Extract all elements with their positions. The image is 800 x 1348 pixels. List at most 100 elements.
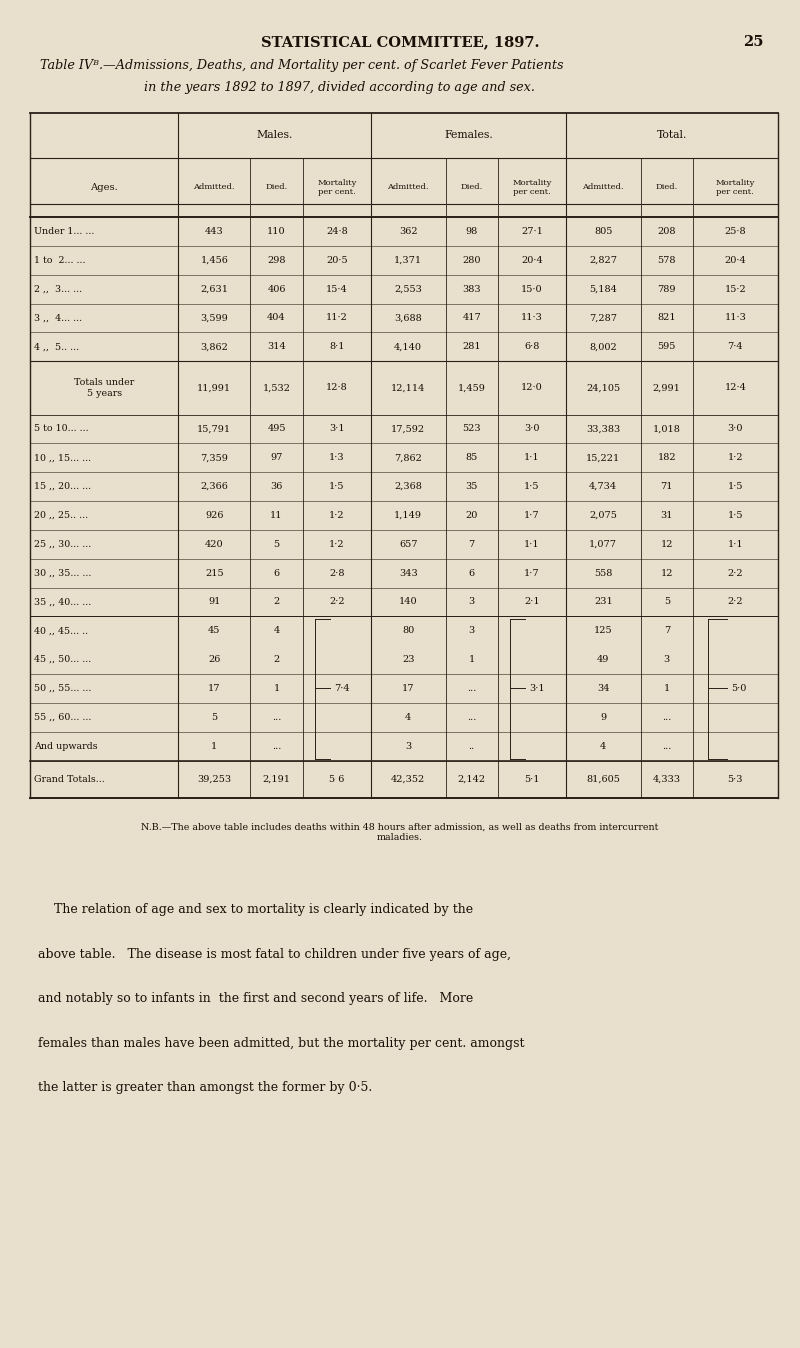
Text: 208: 208 (658, 226, 676, 236)
Text: 821: 821 (658, 314, 676, 322)
Text: ...: ... (662, 741, 671, 751)
Text: 25: 25 (743, 35, 764, 49)
Text: 23: 23 (402, 655, 414, 665)
Text: 25 ,, 30... ...: 25 ,, 30... ... (34, 539, 92, 549)
Text: 2,142: 2,142 (458, 775, 486, 783)
Text: 15 ,, 20... ...: 15 ,, 20... ... (34, 483, 91, 491)
Text: 2: 2 (274, 655, 280, 665)
Text: 36: 36 (270, 483, 282, 491)
Text: 5·0: 5·0 (730, 683, 746, 693)
Text: 3,599: 3,599 (201, 314, 228, 322)
Text: 12: 12 (661, 569, 673, 577)
Text: 17,592: 17,592 (391, 425, 426, 434)
Text: 1·5: 1·5 (727, 483, 743, 491)
Text: 2,827: 2,827 (590, 256, 618, 264)
Text: 1: 1 (274, 683, 280, 693)
Text: ...: ... (467, 683, 476, 693)
Text: 443: 443 (205, 226, 224, 236)
Text: 5·1: 5·1 (524, 775, 540, 783)
Text: 24·8: 24·8 (326, 226, 348, 236)
Text: 558: 558 (594, 569, 613, 577)
Text: Ages.: Ages. (90, 183, 118, 191)
Text: Grand Totals...: Grand Totals... (34, 775, 105, 783)
Text: 11,991: 11,991 (198, 383, 231, 392)
Text: 3·0: 3·0 (524, 425, 540, 434)
Text: Died.: Died. (656, 183, 678, 191)
Text: 5,184: 5,184 (590, 284, 617, 294)
Text: 417: 417 (462, 314, 481, 322)
Text: 11·2: 11·2 (326, 314, 348, 322)
Text: 7,862: 7,862 (394, 453, 422, 462)
Text: Mortality
per cent.: Mortality per cent. (512, 179, 551, 195)
Text: 298: 298 (267, 256, 286, 264)
Text: 4: 4 (274, 627, 280, 635)
Text: 31: 31 (661, 511, 673, 520)
Text: 4,734: 4,734 (589, 483, 618, 491)
Text: 1: 1 (664, 683, 670, 693)
Text: 5: 5 (274, 539, 280, 549)
Text: 3·0: 3·0 (727, 425, 743, 434)
Text: 1,018: 1,018 (653, 425, 681, 434)
Text: 182: 182 (658, 453, 676, 462)
Text: 1·5: 1·5 (727, 511, 743, 520)
Text: 7,287: 7,287 (590, 314, 618, 322)
Text: 2·2: 2·2 (329, 597, 345, 607)
Text: 7: 7 (664, 627, 670, 635)
Text: 4: 4 (405, 713, 411, 721)
Text: 40 ,, 45... ..: 40 ,, 45... .. (34, 627, 89, 635)
Text: 1·2: 1·2 (329, 511, 345, 520)
Text: Admitted.: Admitted. (387, 183, 429, 191)
Text: 1·1: 1·1 (524, 453, 540, 462)
Text: 15,791: 15,791 (198, 425, 231, 434)
Text: 26: 26 (208, 655, 221, 665)
Text: 50 ,, 55... ...: 50 ,, 55... ... (34, 683, 92, 693)
Text: 1,456: 1,456 (200, 256, 228, 264)
Text: 7,359: 7,359 (200, 453, 228, 462)
Text: 4,140: 4,140 (394, 342, 422, 352)
Text: 9: 9 (600, 713, 606, 721)
Text: 12: 12 (661, 539, 673, 549)
Text: 140: 140 (399, 597, 418, 607)
Text: 81,605: 81,605 (586, 775, 620, 783)
Text: And upwards: And upwards (34, 741, 98, 751)
Text: 12·4: 12·4 (724, 383, 746, 392)
Text: 231: 231 (594, 597, 613, 607)
Text: N.B.—The above table includes deaths within 48 hours after admission, as well as: N.B.—The above table includes deaths wit… (142, 822, 658, 841)
Text: 5: 5 (664, 597, 670, 607)
Text: 1: 1 (469, 655, 474, 665)
Text: 97: 97 (270, 453, 282, 462)
Text: 805: 805 (594, 226, 613, 236)
Text: above table.   The disease is most fatal to children under five years of age,: above table. The disease is most fatal t… (38, 948, 511, 961)
Text: Mortality
per cent.: Mortality per cent. (317, 179, 357, 195)
Text: 49: 49 (597, 655, 610, 665)
Text: in the years 1892 to 1897, divided according to age and sex.: in the years 1892 to 1897, divided accor… (144, 81, 535, 94)
Text: Died.: Died. (461, 183, 482, 191)
Text: 3: 3 (405, 741, 411, 751)
Text: 91: 91 (208, 597, 221, 607)
Text: 2,075: 2,075 (590, 511, 617, 520)
Text: 1·3: 1·3 (329, 453, 345, 462)
Text: 2,368: 2,368 (394, 483, 422, 491)
Text: 17: 17 (208, 683, 221, 693)
Text: 34: 34 (597, 683, 610, 693)
Text: The relation of age and sex to mortality is clearly indicated by the: The relation of age and sex to mortality… (38, 903, 474, 917)
Text: 33,383: 33,383 (586, 425, 620, 434)
Text: 5·3: 5·3 (727, 775, 743, 783)
Text: 15·0: 15·0 (521, 284, 542, 294)
Text: Died.: Died. (266, 183, 288, 191)
Text: 12·8: 12·8 (326, 383, 348, 392)
Text: 11·3: 11·3 (724, 314, 746, 322)
Text: 125: 125 (594, 627, 613, 635)
Text: 11·3: 11·3 (521, 314, 542, 322)
Text: 2·8: 2·8 (329, 569, 345, 577)
Text: 1·5: 1·5 (329, 483, 345, 491)
Text: 2·1: 2·1 (524, 597, 540, 607)
Text: 17: 17 (402, 683, 414, 693)
Text: 24,105: 24,105 (586, 383, 620, 392)
Text: 7·4: 7·4 (334, 683, 350, 693)
Text: females than males have been admitted, but the mortality per cent. amongst: females than males have been admitted, b… (38, 1037, 525, 1050)
Text: Females.: Females. (444, 131, 493, 140)
Text: 1,459: 1,459 (458, 383, 486, 392)
Text: 3: 3 (469, 627, 474, 635)
Text: 362: 362 (399, 226, 418, 236)
